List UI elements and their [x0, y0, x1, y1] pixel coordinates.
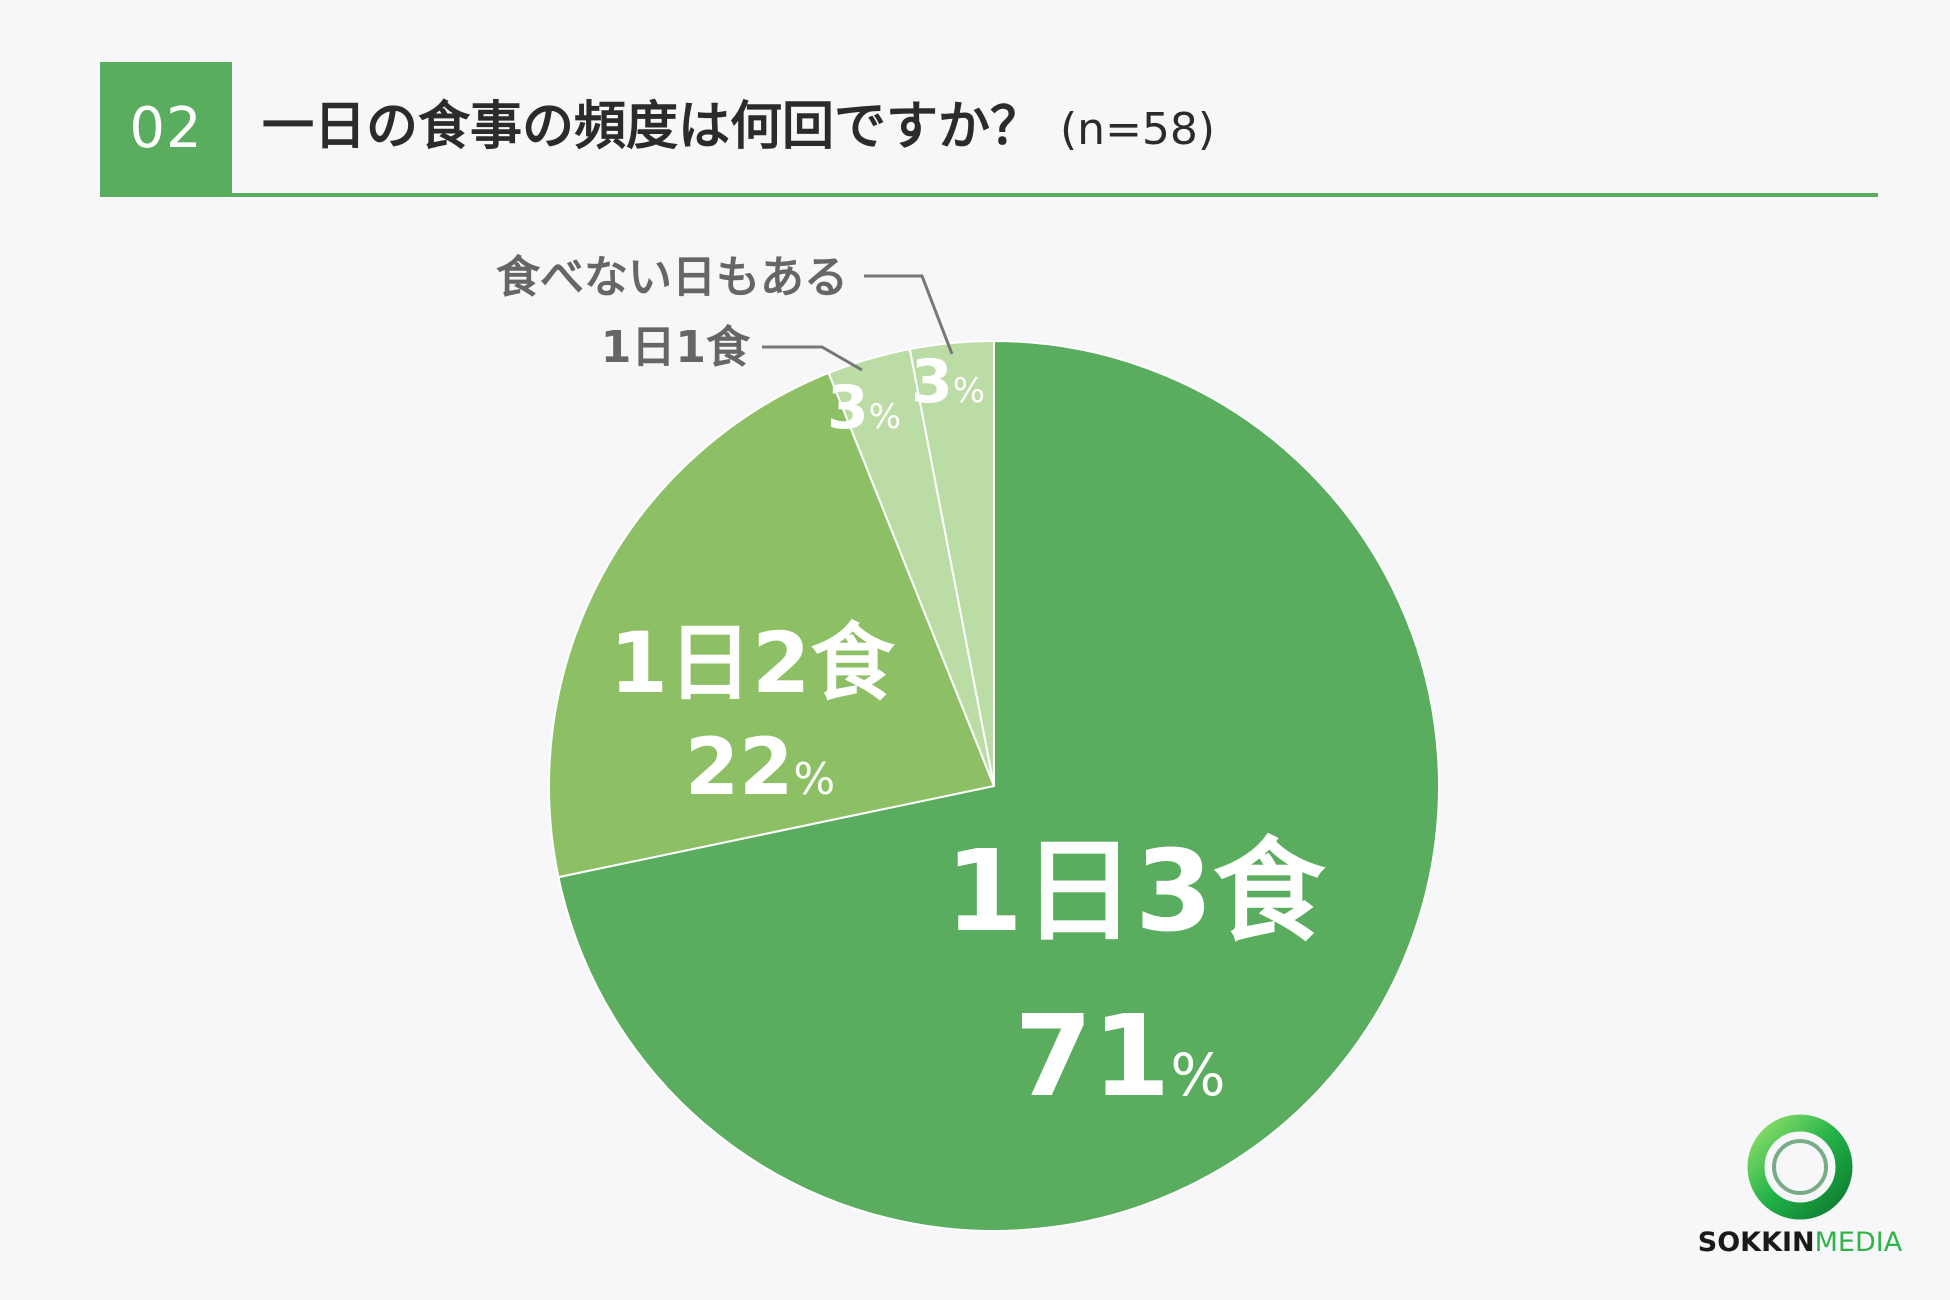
pie-slice-4	[908, 339, 995, 787]
sokkin-media-logo: SOKKINMEDIA	[1690, 1105, 1910, 1265]
slice-value-label-1: 71%	[1015, 992, 1226, 1122]
slice-name-label-2: 1日2食	[610, 614, 896, 712]
logo-word-media: MEDIA	[1814, 1227, 1903, 1258]
question-number-badge: 02	[100, 62, 232, 195]
pie-slice-1	[557, 339, 1440, 1232]
leader-line-3	[762, 345, 863, 372]
slice-value-label-4: 3%	[911, 347, 985, 417]
slice-value-label-2: 22%	[685, 723, 835, 813]
slice-name-label-3: 1日1食	[601, 322, 751, 373]
logo-wordmark: SOKKINMEDIA	[1690, 1227, 1910, 1258]
leader-line-4	[864, 274, 954, 355]
title-text: 一日の食事の頻度は何回ですか？	[262, 97, 1043, 157]
pie-slice-2	[548, 371, 996, 879]
page-title: 一日の食事の頻度は何回ですか？ (n=58)	[262, 92, 1215, 165]
slice-value-label-3: 3%	[827, 373, 901, 443]
slice-name-label-4: 食べない日もある	[496, 252, 848, 303]
sample-size: (n=58)	[1060, 104, 1216, 155]
header-divider	[100, 193, 1878, 197]
logo-ring-icon	[1747, 1114, 1853, 1220]
logo-word-sokkin: SOKKIN	[1697, 1227, 1815, 1258]
slice-name-label-1: 1日3食	[945, 827, 1326, 957]
